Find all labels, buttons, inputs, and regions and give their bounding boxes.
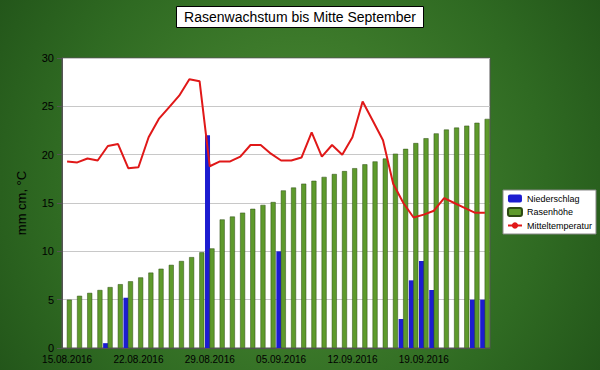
svg-text:Rasenwachstum bis Mitte Septem: Rasenwachstum bis Mitte September (184, 9, 416, 25)
svg-text:19.09.2016: 19.09.2016 (399, 354, 449, 365)
svg-text:25: 25 (42, 100, 54, 112)
svg-text:Rasenhöhe: Rasenhöhe (527, 207, 573, 217)
svg-text:Mitteltemperatur: Mitteltemperatur (527, 221, 592, 231)
svg-text:15.08.2016: 15.08.2016 (42, 354, 92, 365)
svg-text:22.08.2016: 22.08.2016 (113, 354, 163, 365)
svg-text:30: 30 (42, 52, 54, 64)
svg-text:12.09.2016: 12.09.2016 (327, 354, 377, 365)
svg-text:15: 15 (42, 197, 54, 209)
svg-text:10: 10 (42, 245, 54, 257)
svg-text:0: 0 (48, 342, 54, 354)
svg-text:Niederschlag: Niederschlag (527, 194, 580, 204)
svg-text:05.09.2016: 05.09.2016 (256, 354, 306, 365)
svg-text:29.08.2016: 29.08.2016 (185, 354, 235, 365)
svg-text:mm cm, °C: mm cm, °C (14, 171, 29, 235)
svg-text:5: 5 (48, 294, 54, 306)
svg-text:20: 20 (42, 149, 54, 161)
